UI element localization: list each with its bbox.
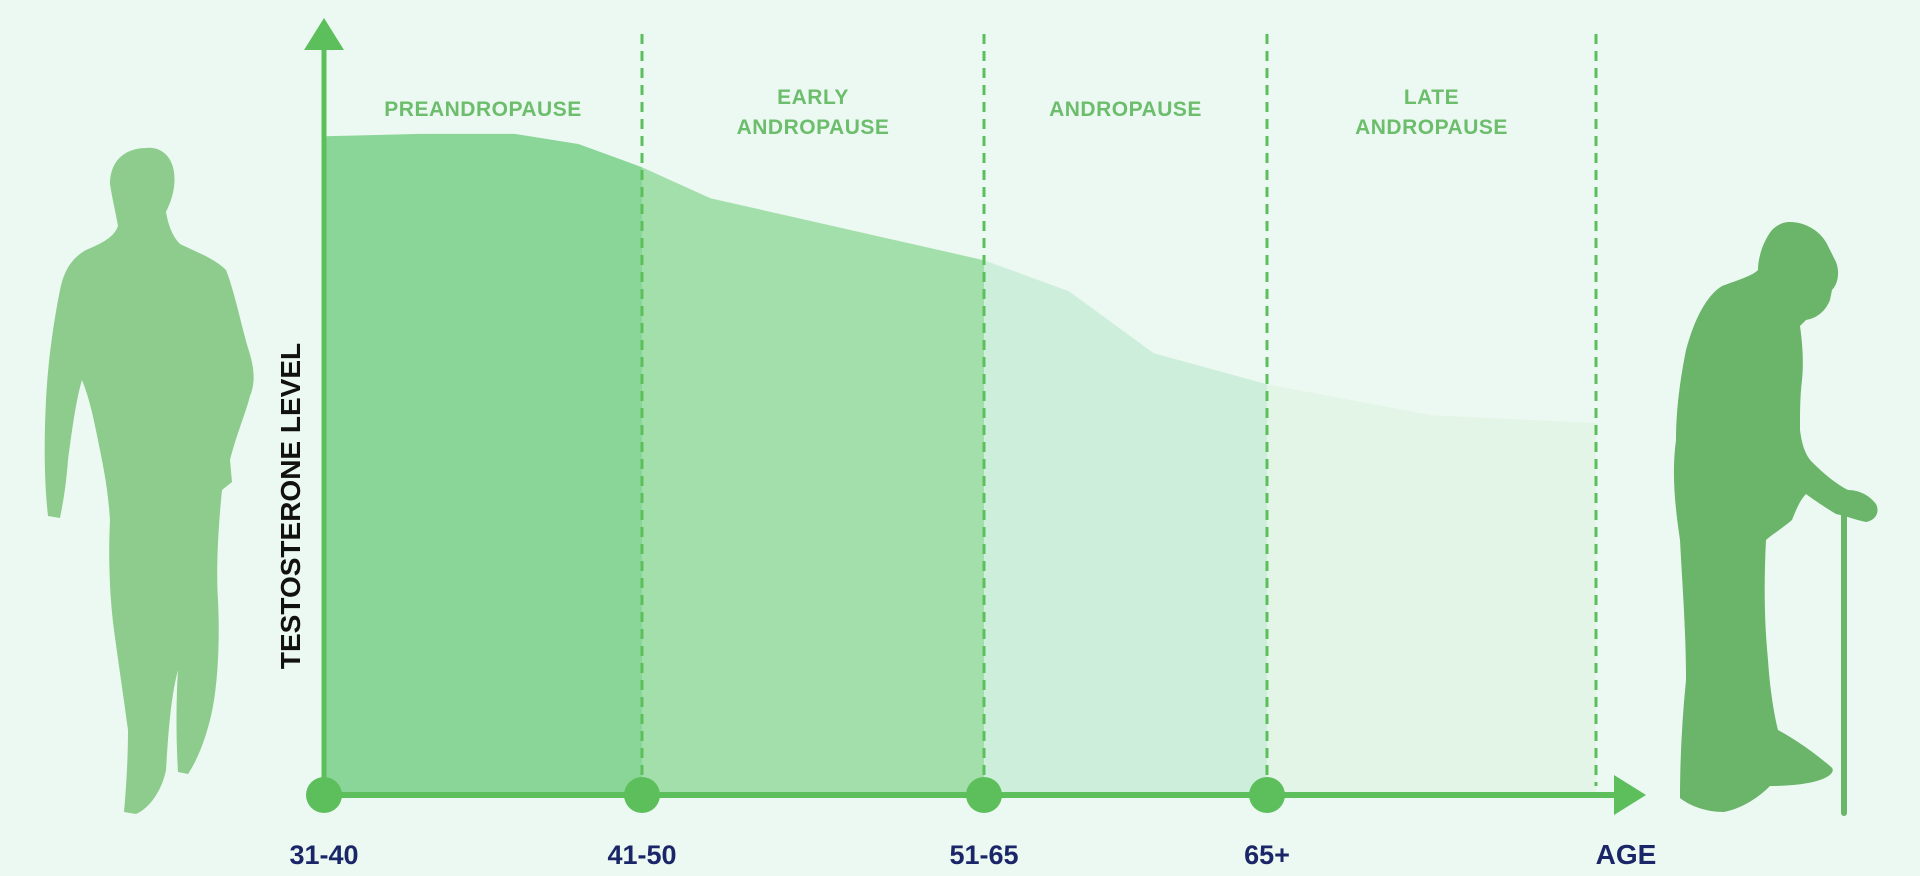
x-tick-label: 65+	[1244, 840, 1290, 870]
phase-label: PREANDROPAUSE	[384, 98, 581, 121]
area-segment-3	[984, 260, 1267, 795]
x-tick-label: 51-65	[949, 840, 1018, 870]
age-marker-dot	[306, 777, 342, 813]
x-tick-label: 41-50	[607, 840, 676, 870]
x-axis-arrow	[1614, 775, 1646, 815]
y-axis	[304, 18, 344, 796]
age-marker-dot	[1249, 777, 1285, 813]
x-tick-label: 31-40	[289, 840, 358, 870]
phase-label: EARLY ANDROPAUSE	[737, 86, 890, 139]
phase-label: ANDROPAUSE	[1049, 98, 1202, 121]
elderly-man-with-cane-silhouette-icon	[1673, 222, 1878, 816]
area-fills	[324, 133, 1596, 796]
area-segment-2	[642, 167, 984, 795]
x-axis-title: AGE	[1596, 839, 1657, 870]
age-marker-dot	[624, 777, 660, 813]
age-marker-dot	[966, 777, 1002, 813]
x-tick-labels: 31-40 41-50 51-65 65+	[289, 840, 1289, 870]
area-segment-1	[324, 133, 642, 796]
age-markers	[306, 777, 1285, 813]
phase-labels: PREANDROPAUSE EARLY ANDROPAUSE ANDROPAUSE LA…	[384, 86, 1508, 139]
y-axis-title: TESTOSTERONE LEVEL	[275, 343, 306, 669]
area-segment-4	[1267, 384, 1596, 795]
phase-label: LATE ANDROPAUSE	[1355, 86, 1508, 139]
y-axis-arrow	[304, 18, 344, 50]
phase-divider-lines	[640, 34, 1598, 786]
young-man-silhouette-icon	[44, 147, 254, 815]
